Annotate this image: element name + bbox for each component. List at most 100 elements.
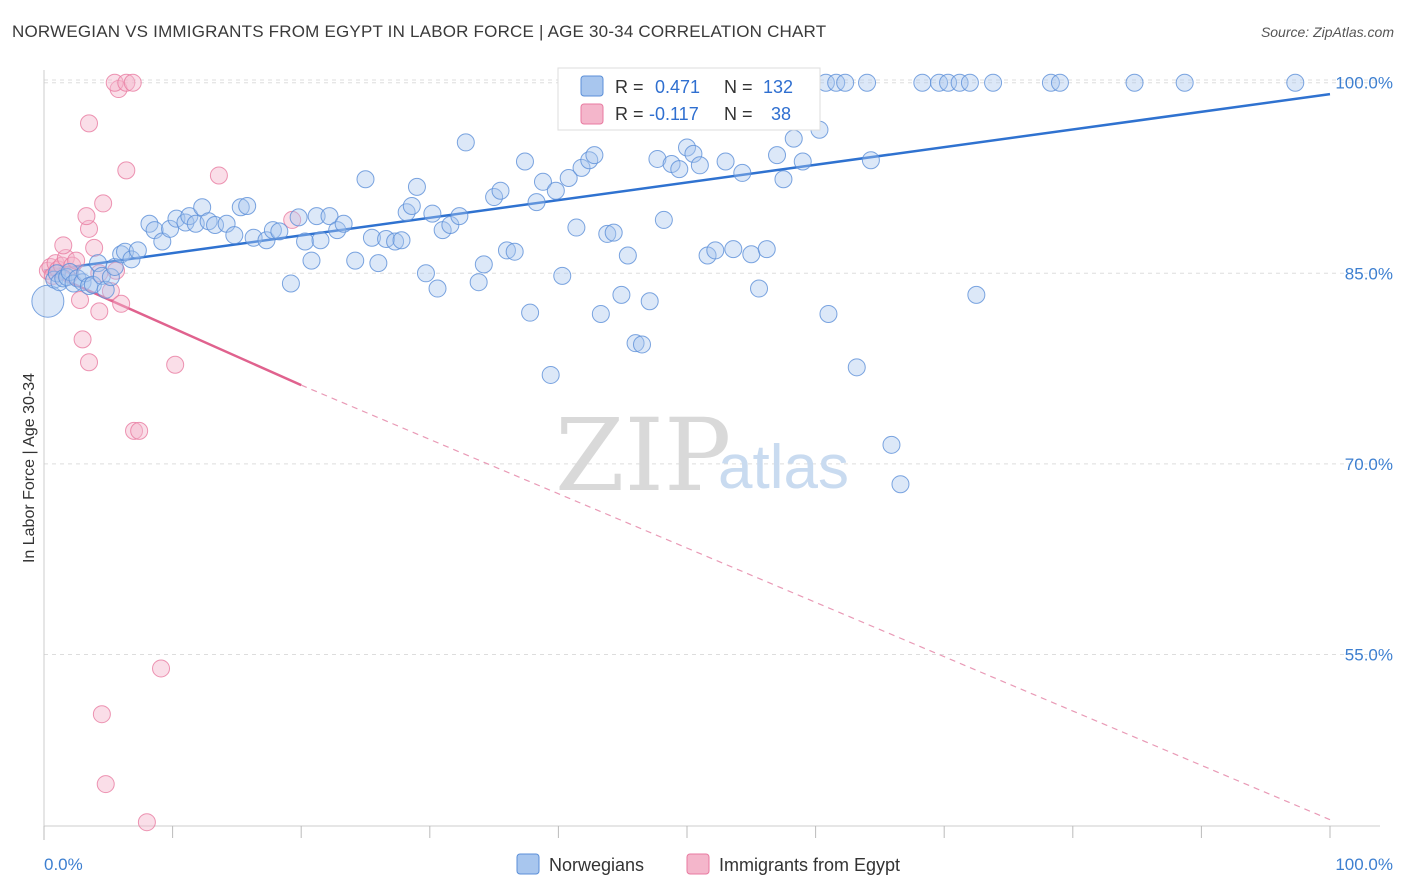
stats-r-label-1: R = [615, 77, 644, 97]
norwegian-point [238, 196, 257, 215]
norwegian-point [724, 240, 743, 259]
norwegian-point [450, 207, 469, 226]
norwegian-point [206, 216, 225, 235]
norwegian-point [580, 151, 599, 170]
legend-label-norwegians[interactable]: Norwegians [549, 855, 644, 875]
norwegian-point [1286, 73, 1305, 92]
stats-r-value-2: -0.117 [649, 104, 699, 124]
egypt-point [94, 194, 113, 213]
norwegian-point [231, 198, 250, 217]
egypt-point [90, 302, 109, 321]
norwegian-point [180, 207, 199, 226]
norwegian-point [678, 138, 696, 157]
axes [43, 70, 1380, 840]
norwegian-point [648, 149, 667, 168]
legend-label-egypt[interactable]: Immigrants from Egypt [719, 855, 900, 875]
norwegian-point [768, 146, 787, 165]
y-axis-label: In Labor Force | Age 30-34 [21, 373, 38, 563]
norwegian-point [591, 304, 610, 323]
x-tick-label-1: 100.0% [1335, 855, 1393, 874]
norwegian-point [161, 219, 180, 238]
norwegian-point [307, 207, 326, 226]
norwegian-point [485, 188, 504, 207]
norwegian-point [626, 334, 645, 353]
norwegian-point [328, 221, 347, 240]
norwegian-point [750, 279, 769, 298]
norwegian-point [618, 246, 637, 265]
norwegian-point [585, 146, 604, 165]
norwegian-point [654, 210, 673, 229]
norwegian-point [950, 73, 969, 92]
egypt-point [96, 775, 115, 794]
x-tick-label-0: 0.0% [44, 855, 83, 874]
egypt-point [85, 238, 104, 257]
norwegian-point [1041, 73, 1060, 92]
norwegian-point [469, 273, 488, 292]
norwegian-point [604, 223, 623, 242]
norwegian-point [263, 221, 282, 240]
norwegian-point [819, 304, 838, 323]
norwegian-point [716, 152, 735, 171]
stats-swatch-norwegians [580, 75, 604, 97]
norwegian-point [640, 292, 659, 311]
norwegian-point [128, 241, 147, 260]
gridlines [44, 79, 1380, 655]
norwegian-point [572, 158, 591, 177]
norwegian-point [861, 151, 880, 170]
norwegian-point [1125, 73, 1144, 92]
norwegian-point [757, 240, 776, 259]
norwegian-point [356, 170, 375, 189]
norwegian-point [362, 228, 381, 247]
norwegian-point [733, 163, 752, 182]
egypt-point [123, 73, 142, 92]
norwegian-point [891, 475, 910, 494]
norwegian-point [270, 222, 289, 241]
norwegian-point [407, 177, 426, 196]
stats-legend: R = 0.471 N = 132 R = -0.117 N = 38 [557, 67, 821, 131]
norwegian-point [706, 241, 725, 260]
x-tick-labels: 0.0% 100.0% [44, 855, 1393, 874]
legend-swatch-egypt[interactable] [686, 853, 710, 875]
y-tick-label-1: 70.0% [1345, 455, 1393, 474]
norwegian-point [491, 181, 510, 200]
norwegian-point [742, 245, 761, 264]
norwegian-point [60, 263, 79, 282]
norwegian-point [827, 73, 846, 92]
norwegian-point [515, 152, 534, 171]
egypt-point [67, 251, 86, 270]
egypt-point [125, 421, 144, 440]
egypt-point [112, 294, 131, 313]
norwegian-point [101, 268, 120, 287]
norwegian-point [456, 133, 475, 152]
norwegian-point [289, 208, 308, 227]
norwegian-point [559, 169, 578, 187]
y-tick-label-3: 100.0% [1335, 74, 1393, 93]
norwegian-point [416, 264, 435, 283]
watermark: ZIP atlas [555, 397, 849, 514]
norwegian-point [612, 285, 631, 304]
norwegian-point [836, 73, 855, 92]
stats-r-label-2: R = [615, 104, 644, 124]
norwegian-point [847, 358, 866, 377]
chart-title: NORWEGIAN VS IMMIGRANTS FROM EGYPT IN LA… [12, 22, 827, 41]
norwegian-point [369, 254, 388, 273]
egypt-point [152, 659, 171, 678]
stats-r-value-1: 0.471 [655, 77, 700, 97]
watermark-zip: ZIP [555, 397, 731, 514]
norwegian-point [1050, 73, 1069, 92]
norwegian-point [116, 242, 135, 261]
norwegian-point [793, 152, 812, 171]
legend-swatch-norwegians[interactable] [516, 853, 540, 875]
egypt-point [54, 236, 73, 255]
norwegian-point [690, 156, 709, 175]
norwegian-point [527, 193, 546, 212]
norwegian-point [497, 241, 516, 260]
norwegian-point [774, 170, 793, 189]
norwegian-point [474, 255, 493, 274]
egypt-point [117, 73, 136, 92]
egypt-point [71, 290, 90, 309]
series-norwegians-points [31, 73, 1305, 494]
norwegian-point [567, 218, 586, 237]
norwegian-point [1175, 73, 1194, 92]
